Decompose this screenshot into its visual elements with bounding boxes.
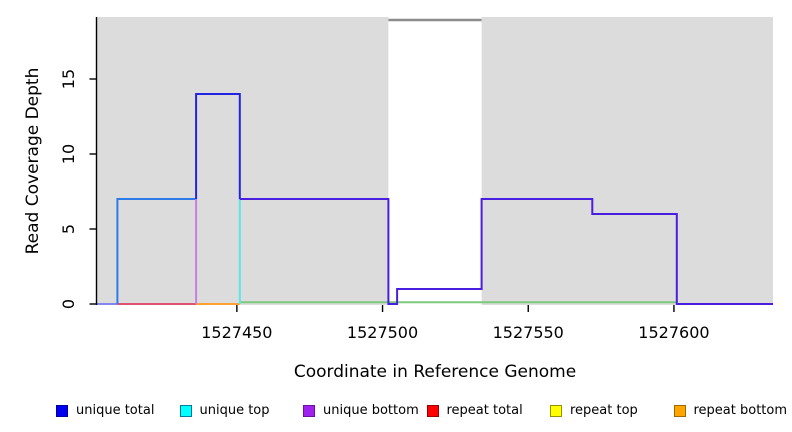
x-tick-label: 1527600 <box>638 323 709 342</box>
legend-label: unique top <box>199 403 270 418</box>
legend: unique total unique top unique bottom repea… <box>52 399 792 423</box>
legend-label: repeat bottom <box>693 403 788 418</box>
y-tick-label: 0 <box>59 299 78 309</box>
legend-item-repeat-bottom: repeat bottom <box>670 404 792 418</box>
legend-item-unique-top: unique top <box>176 404 300 418</box>
unique-total-swatch <box>56 405 68 417</box>
legend-item-repeat-top: repeat top <box>546 404 670 418</box>
series-unique-top-rise <box>116 198 197 304</box>
y-tick-label: 10 <box>59 144 78 164</box>
series-unique-total-peak <box>195 93 241 199</box>
y-axis-title: Read Coverage Depth <box>23 68 43 255</box>
legend-item-unique-bottom: unique bottom <box>299 404 423 418</box>
coverage-plot: 0 5 10 15 1527450 1527500 1527550 1527600 Coordi… <box>23 17 773 382</box>
repeat-top-swatch <box>550 405 562 417</box>
unique-top-swatch <box>179 405 192 417</box>
repeat-total-swatch <box>426 405 439 417</box>
legend-label: repeat top <box>570 403 638 418</box>
legend-item-repeat-total: repeat total <box>423 404 547 418</box>
x-tick-label: 1527450 <box>201 323 272 342</box>
legend-label: repeat total <box>446 403 523 418</box>
x-tick-label: 1527500 <box>347 323 418 342</box>
unique-bottom-swatch <box>303 405 315 417</box>
legend-label: unique bottom <box>323 403 419 418</box>
reference-gap-region <box>388 17 482 305</box>
series-unique-total-path <box>239 198 773 305</box>
legend-item-unique-total: unique total <box>52 404 176 418</box>
y-tick-label: 15 <box>59 69 78 89</box>
legend-label: unique total <box>76 403 155 418</box>
repeat-bottom-swatch <box>673 405 686 417</box>
x-axis-title: Coordinate in Reference Genome <box>294 362 576 382</box>
y-tick-label: 5 <box>59 224 78 234</box>
x-tick-label: 1527550 <box>493 323 564 342</box>
